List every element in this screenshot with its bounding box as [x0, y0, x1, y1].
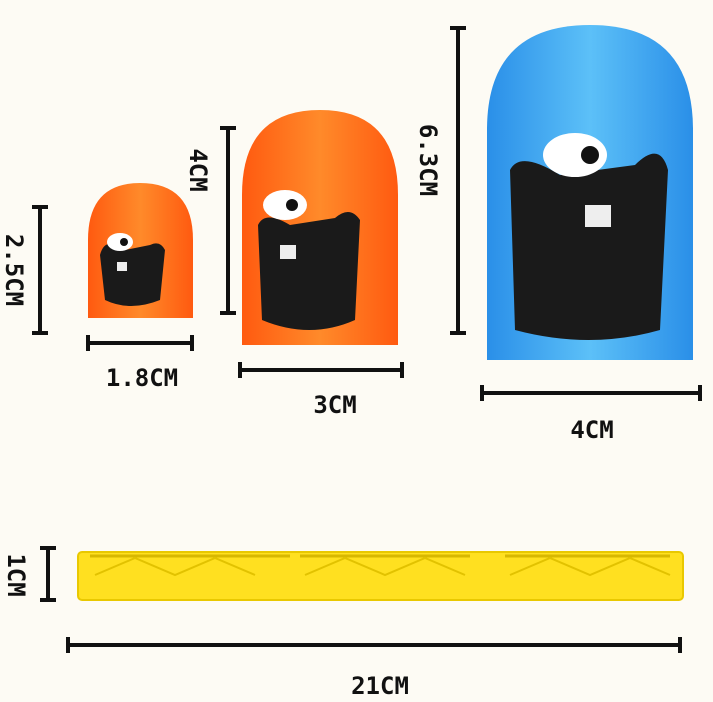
medium-cup — [242, 110, 398, 345]
dimension-lines — [32, 26, 702, 653]
small-width-label: 1.8CM — [106, 364, 178, 392]
small-height-label: 2.5CM — [0, 234, 28, 306]
medium-height-label: 4CM — [184, 148, 212, 191]
connector-bar — [77, 551, 684, 601]
small-cup — [88, 183, 193, 318]
large-height-label: 6.3CM — [414, 124, 442, 196]
bar-height-label: 1CM — [2, 553, 30, 596]
bar-width-label: 21CM — [351, 672, 409, 700]
large-width-label: 4CM — [570, 416, 613, 444]
large-cup — [487, 25, 693, 360]
medium-width-label: 3CM — [313, 391, 356, 419]
